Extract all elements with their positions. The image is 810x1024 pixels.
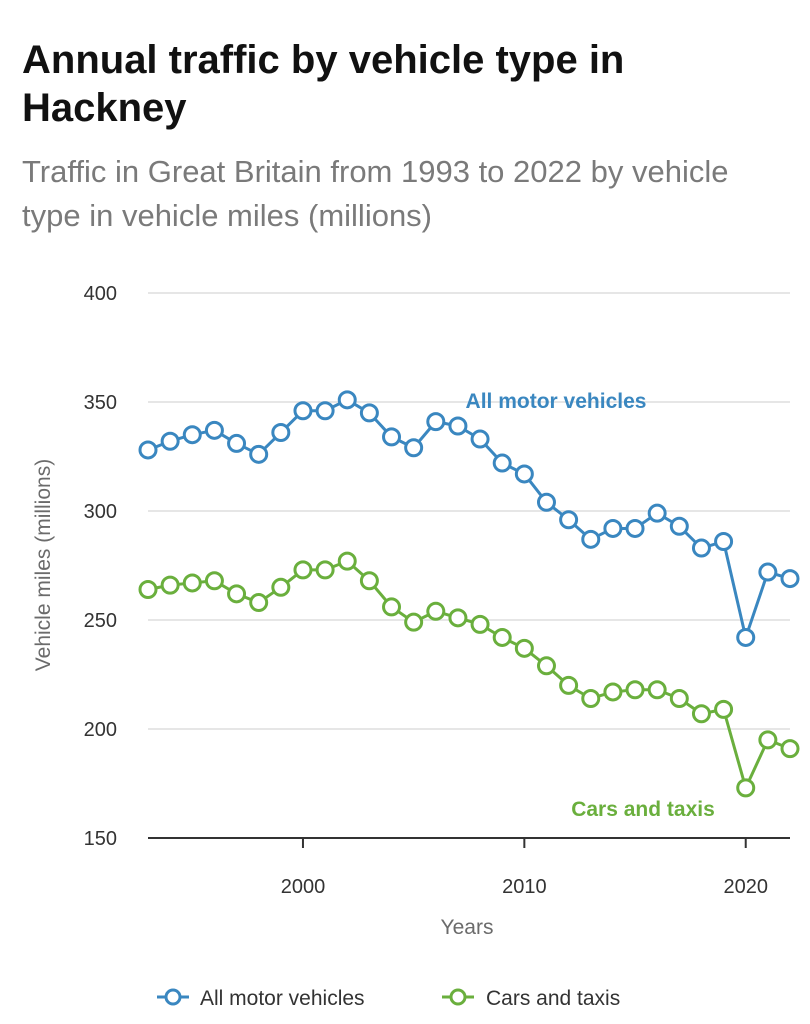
x-axis-label: Years: [441, 916, 494, 939]
data-point-all-motor-vehicles[interactable]: [160, 431, 180, 451]
data-point-cars-and-taxis[interactable]: [691, 704, 711, 724]
data-point-all-motor-vehicles[interactable]: [426, 412, 446, 432]
y-tick-label: 350: [84, 392, 117, 414]
data-point-all-motor-vehicles[interactable]: [337, 390, 357, 410]
data-point-all-motor-vehicles[interactable]: [448, 416, 468, 436]
data-point-all-motor-vehicles[interactable]: [271, 423, 291, 443]
data-point-cars-and-taxis[interactable]: [271, 577, 291, 597]
data-point-all-motor-vehicles[interactable]: [669, 516, 689, 536]
chart-subtitle: Traffic in Great Britain from 1993 to 20…: [22, 154, 729, 233]
data-point-all-motor-vehicles[interactable]: [647, 503, 667, 523]
series-label-all-motor-vehicles: All motor vehicles: [466, 390, 647, 413]
legend-label-cars-and-taxis: Cars and taxis: [486, 987, 620, 1010]
data-point-cars-and-taxis[interactable]: [492, 627, 512, 647]
x-tick-label: 2010: [502, 876, 547, 898]
series-line-all-motor-vehicles: [147, 398, 791, 639]
data-point-cars-and-taxis[interactable]: [204, 571, 224, 591]
data-point-cars-and-taxis[interactable]: [647, 680, 667, 700]
data-point-cars-and-taxis[interactable]: [470, 614, 490, 634]
data-point-cars-and-taxis[interactable]: [182, 573, 202, 593]
data-point-all-motor-vehicles[interactable]: [404, 438, 424, 458]
data-point-all-motor-vehicles[interactable]: [315, 401, 335, 421]
data-point-cars-and-taxis[interactable]: [382, 597, 402, 617]
data-point-cars-and-taxis[interactable]: [315, 560, 335, 580]
data-point-cars-and-taxis[interactable]: [426, 601, 446, 621]
data-point-all-motor-vehicles[interactable]: [780, 569, 800, 589]
data-point-cars-and-taxis[interactable]: [780, 739, 800, 759]
data-point-all-motor-vehicles[interactable]: [736, 627, 756, 647]
data-point-all-motor-vehicles[interactable]: [249, 444, 269, 464]
y-tick-label: 400: [84, 283, 117, 305]
data-point-cars-and-taxis[interactable]: [536, 656, 556, 676]
data-point-cars-and-taxis[interactable]: [227, 584, 247, 604]
y-tick-label: 200: [84, 719, 117, 741]
data-point-all-motor-vehicles[interactable]: [382, 427, 402, 447]
data-point-cars-and-taxis[interactable]: [160, 575, 180, 595]
data-point-all-motor-vehicles[interactable]: [293, 401, 313, 421]
chart-title: Annual traffic by vehicle type in Hackne…: [22, 38, 625, 130]
data-point-all-motor-vehicles[interactable]: [470, 429, 490, 449]
data-point-cars-and-taxis[interactable]: [293, 560, 313, 580]
data-point-cars-and-taxis[interactable]: [404, 612, 424, 632]
data-point-cars-and-taxis[interactable]: [249, 593, 269, 613]
x-tick-label: 2020: [723, 876, 768, 898]
data-point-cars-and-taxis[interactable]: [714, 699, 734, 719]
y-tick-label: 300: [84, 501, 117, 523]
x-tick-label: 2000: [281, 876, 326, 898]
series-label-cars-and-taxis: Cars and taxis: [571, 798, 715, 821]
legend[interactable]: All motor vehicles Cars and taxis: [157, 987, 620, 1010]
y-axis-label: Vehicle miles (millions): [32, 459, 55, 671]
data-point-cars-and-taxis[interactable]: [559, 675, 579, 695]
data-point-cars-and-taxis[interactable]: [448, 608, 468, 628]
data-point-all-motor-vehicles[interactable]: [492, 453, 512, 473]
data-point-all-motor-vehicles[interactable]: [625, 518, 645, 538]
legend-item-all-motor-vehicles[interactable]: All motor vehicles: [157, 987, 365, 1010]
data-point-all-motor-vehicles[interactable]: [138, 440, 158, 460]
data-point-all-motor-vehicles[interactable]: [691, 538, 711, 558]
data-point-all-motor-vehicles[interactable]: [359, 403, 379, 423]
legend-label-all-motor-vehicles: All motor vehicles: [200, 987, 365, 1010]
data-point-all-motor-vehicles[interactable]: [514, 464, 534, 484]
data-point-all-motor-vehicles[interactable]: [559, 510, 579, 530]
legend-item-cars-and-taxis[interactable]: Cars and taxis: [442, 987, 620, 1010]
data-point-all-motor-vehicles[interactable]: [581, 529, 601, 549]
data-point-cars-and-taxis[interactable]: [514, 638, 534, 658]
data-point-all-motor-vehicles[interactable]: [536, 492, 556, 512]
legend-marker-all-motor-vehicles: [164, 988, 182, 1006]
data-point-all-motor-vehicles[interactable]: [182, 425, 202, 445]
data-point-cars-and-taxis[interactable]: [625, 680, 645, 700]
data-point-all-motor-vehicles[interactable]: [758, 562, 778, 582]
data-point-cars-and-taxis[interactable]: [138, 579, 158, 599]
data-point-cars-and-taxis[interactable]: [603, 682, 623, 702]
data-point-cars-and-taxis[interactable]: [736, 778, 756, 798]
data-point-cars-and-taxis[interactable]: [758, 730, 778, 750]
data-point-cars-and-taxis[interactable]: [337, 551, 357, 571]
legend-marker-cars-and-taxis: [449, 988, 467, 1006]
y-tick-label: 250: [84, 610, 117, 632]
y-tick-label: 150: [84, 828, 117, 850]
data-point-all-motor-vehicles[interactable]: [714, 532, 734, 552]
data-point-cars-and-taxis[interactable]: [581, 688, 601, 708]
data-point-all-motor-vehicles[interactable]: [204, 420, 224, 440]
data-point-cars-and-taxis[interactable]: [359, 571, 379, 591]
data-point-all-motor-vehicles[interactable]: [227, 433, 247, 453]
data-point-cars-and-taxis[interactable]: [669, 688, 689, 708]
data-point-all-motor-vehicles[interactable]: [603, 518, 623, 538]
